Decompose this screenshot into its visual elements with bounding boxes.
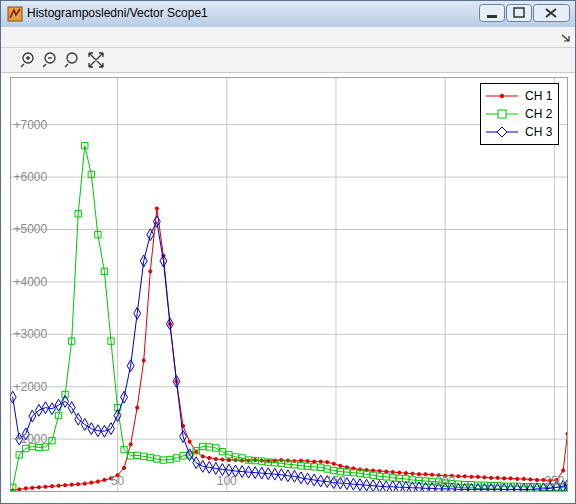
html-text:CH 2: CH 2 bbox=[525, 107, 553, 121]
svg-text:+2000: +2000 bbox=[14, 380, 48, 394]
svg-text:200: 200 bbox=[435, 474, 455, 488]
svg-text:+4000: +4000 bbox=[14, 275, 48, 289]
svg-text:100: 100 bbox=[217, 474, 237, 488]
svg-text:+7000: +7000 bbox=[14, 118, 48, 132]
svg-text:+1000: +1000 bbox=[14, 432, 48, 446]
html-text:Histogramposledni/Vector Scope: Histogramposledni/Vector Scope1 bbox=[27, 6, 208, 20]
svg-text:+5000: +5000 bbox=[14, 222, 48, 236]
svg-text:150: 150 bbox=[326, 474, 346, 488]
svg-text:+6000: +6000 bbox=[14, 170, 48, 184]
html-text:CH 1: CH 1 bbox=[525, 89, 553, 103]
svg-text:+3000: +3000 bbox=[14, 327, 48, 341]
svg-text:50: 50 bbox=[111, 474, 125, 488]
svg-text:250: 250 bbox=[544, 474, 564, 488]
html-text:CH 3: CH 3 bbox=[525, 125, 553, 139]
